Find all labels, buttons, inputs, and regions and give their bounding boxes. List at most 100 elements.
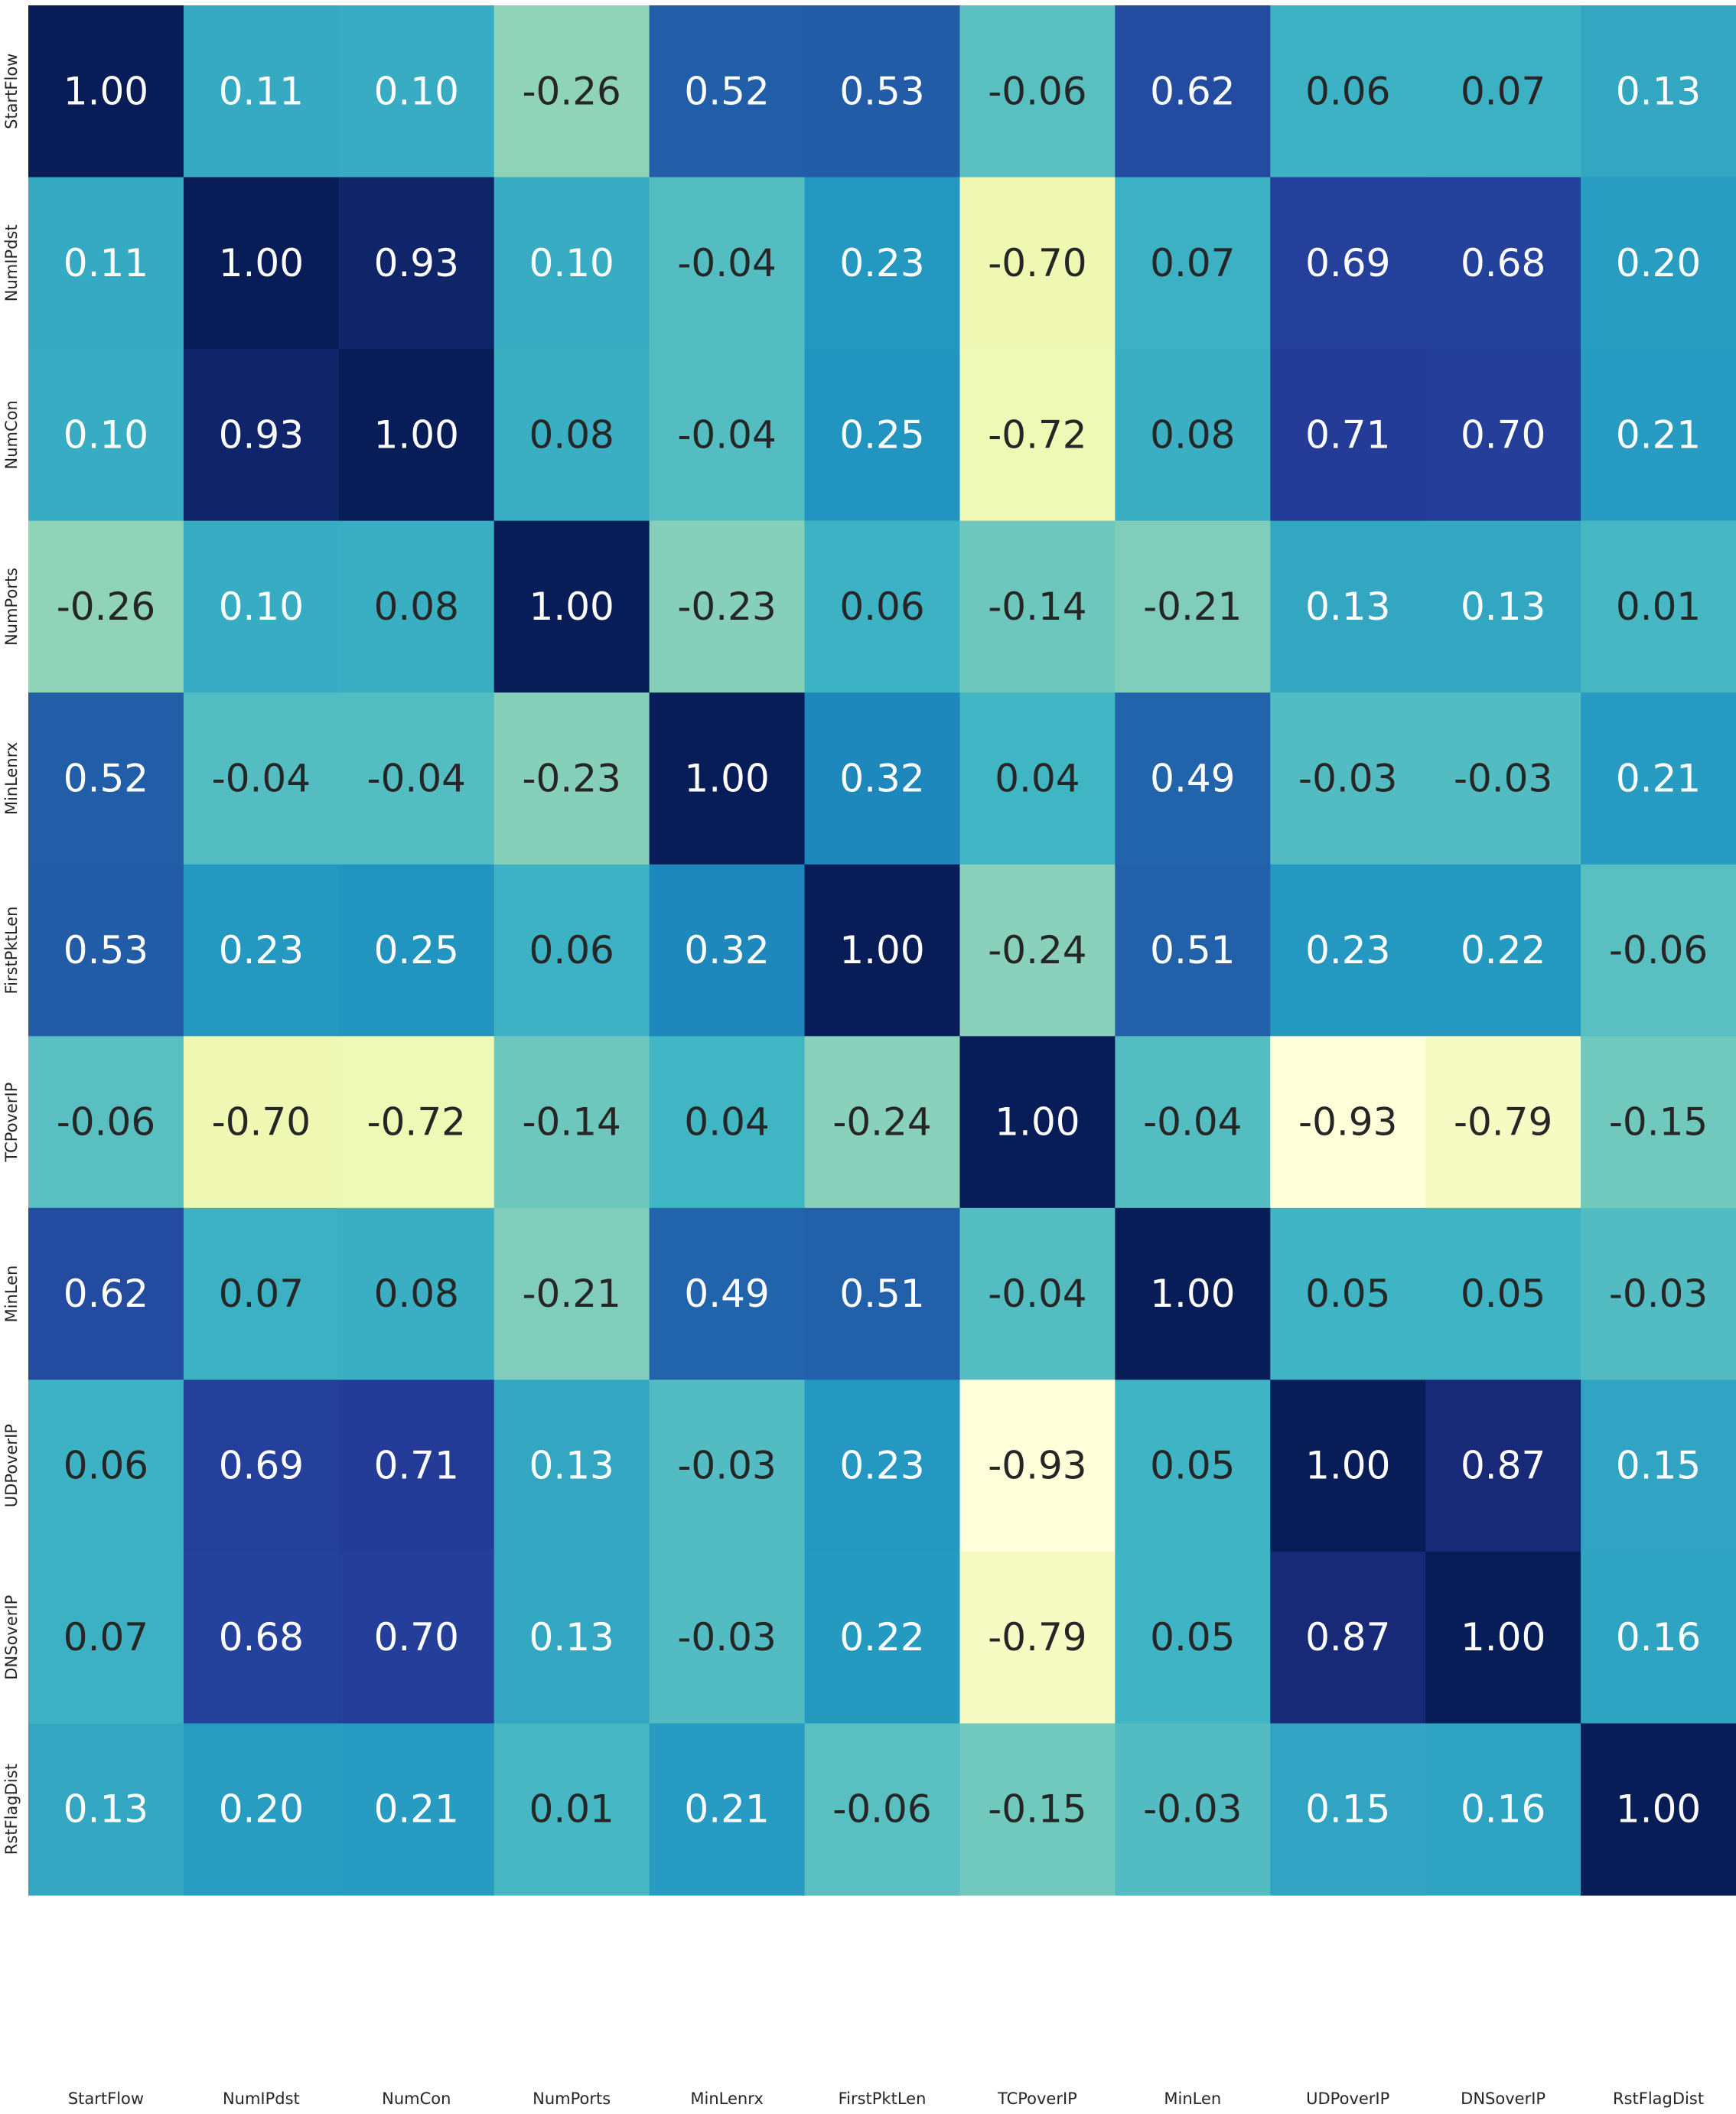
cell-value-label: 0.53 xyxy=(839,69,924,113)
cell-value-label: 0.87 xyxy=(1305,1615,1390,1660)
cell-value-label: -0.14 xyxy=(522,1100,620,1145)
cell-value-label: 0.05 xyxy=(1150,1444,1235,1488)
cell-value-label: 0.13 xyxy=(1616,69,1701,113)
heatmap-cell xyxy=(1425,177,1581,350)
heatmap-cell xyxy=(1581,692,1736,865)
cell-value-label: 0.51 xyxy=(1150,928,1235,972)
heatmap-cell xyxy=(959,1379,1116,1552)
cell-value-label: 0.10 xyxy=(529,241,614,285)
heatmap-cell xyxy=(338,1551,495,1725)
cell-value-label: 0.07 xyxy=(64,1615,148,1660)
cell-value-label: 0.70 xyxy=(374,1615,459,1660)
x-tick-label: DNSoverIP xyxy=(1461,2090,1545,2108)
cell-value-label: 0.04 xyxy=(684,1100,769,1145)
heatmap-cell xyxy=(804,1036,961,1209)
cell-value-label: -0.23 xyxy=(677,585,776,629)
x-tick-label: FirstPktLen xyxy=(839,2090,927,2108)
y-tick-label: UDPoverIP xyxy=(2,1424,21,1507)
heatmap-cell xyxy=(493,1551,650,1725)
cell-value-label: -0.79 xyxy=(1454,1100,1552,1145)
cell-value-label: -0.03 xyxy=(1143,1787,1242,1832)
heatmap-cell xyxy=(804,692,961,865)
cell-value-label: -0.24 xyxy=(832,1100,931,1145)
heatmap-cell xyxy=(1115,864,1271,1037)
cell-value-label: -0.04 xyxy=(677,241,776,285)
cell-value-label: 0.68 xyxy=(1461,241,1545,285)
cell-value-label: 0.20 xyxy=(1616,241,1701,285)
cell-value-label: -0.04 xyxy=(677,412,776,457)
heatmap-cell xyxy=(959,177,1116,350)
heatmap-cell xyxy=(1425,1036,1581,1209)
heatmap-cell xyxy=(1270,1036,1426,1209)
cell-value-label: 0.69 xyxy=(1305,241,1390,285)
y-tick-label: DNSoverIP xyxy=(2,1595,21,1680)
heatmap-cell xyxy=(338,1723,495,1896)
heatmap-cell xyxy=(1115,177,1271,350)
heatmap-cell xyxy=(183,1379,340,1552)
cell-value-label: 0.10 xyxy=(219,585,304,629)
heatmap-cell xyxy=(183,349,340,522)
heatmap-cell xyxy=(1270,177,1426,350)
heatmap-cell xyxy=(959,692,1116,865)
heatmap-cell xyxy=(804,1379,961,1552)
cell-value-label: 0.13 xyxy=(529,1444,614,1488)
cell-value-label: 0.11 xyxy=(64,241,148,285)
heatmap-cell xyxy=(183,5,340,178)
cell-value-label: 0.10 xyxy=(64,412,148,457)
heatmap-cell xyxy=(28,1723,184,1896)
cell-value-label: 1.00 xyxy=(64,69,148,113)
heatmap-cell xyxy=(1581,1036,1736,1209)
heatmap-cell xyxy=(649,1036,806,1209)
heatmap-cell xyxy=(649,520,806,693)
cell-value-label: 0.13 xyxy=(529,1615,614,1660)
heatmap-cell xyxy=(338,177,495,350)
cell-value-label: -0.15 xyxy=(988,1787,1086,1832)
cell-value-label: -0.26 xyxy=(57,585,155,629)
cell-value-label: 0.06 xyxy=(839,585,924,629)
heatmap-cell xyxy=(28,1379,184,1552)
heatmap-cell xyxy=(649,864,806,1037)
cell-value-label: 0.01 xyxy=(1616,585,1701,629)
x-tick-label: UDPoverIP xyxy=(1306,2090,1389,2108)
heatmap-cell xyxy=(183,864,340,1037)
heatmap-cell xyxy=(804,177,961,350)
x-tick-label: MinLen xyxy=(1164,2090,1221,2108)
heatmap-cell xyxy=(1425,520,1581,693)
cell-value-label: 1.00 xyxy=(684,756,769,800)
cell-value-label: 0.51 xyxy=(839,1272,924,1316)
cell-value-label: 1.00 xyxy=(529,585,614,629)
heatmap-cell xyxy=(1270,692,1426,865)
y-tick-label: NumIPdst xyxy=(2,224,21,301)
cell-value-label: 0.11 xyxy=(219,69,304,113)
cell-value-label: 0.49 xyxy=(684,1272,769,1316)
cell-value-label: -0.70 xyxy=(988,241,1086,285)
cell-value-label: -0.72 xyxy=(367,1100,466,1145)
cell-value-label: -0.03 xyxy=(1609,1272,1708,1316)
heatmap-cell xyxy=(1270,520,1426,693)
heatmap-cell xyxy=(959,864,1116,1037)
cell-value-label: 0.49 xyxy=(1150,756,1235,800)
heatmap-cell xyxy=(1270,1723,1426,1896)
heatmap-cell xyxy=(1425,1723,1581,1896)
heatmap-cell xyxy=(1581,1723,1736,1896)
heatmap-cell xyxy=(959,520,1116,693)
heatmap-cell xyxy=(338,349,495,522)
heatmap-cell xyxy=(1581,5,1736,178)
cell-value-label: 0.16 xyxy=(1461,1787,1545,1832)
heatmap-cell xyxy=(1425,349,1581,522)
cell-value-label: -0.72 xyxy=(988,412,1086,457)
y-tick-label: NumPorts xyxy=(2,568,21,646)
heatmap-cell xyxy=(804,349,961,522)
cell-value-label: 0.71 xyxy=(374,1444,459,1488)
heatmap-cell xyxy=(1270,349,1426,522)
cell-value-label: 0.08 xyxy=(529,412,614,457)
cell-value-label: 0.06 xyxy=(1305,69,1390,113)
cell-value-label: 0.23 xyxy=(839,241,924,285)
heatmap-cell xyxy=(493,692,650,865)
heatmap-cell xyxy=(1581,1551,1736,1725)
cell-value-label: 1.00 xyxy=(839,928,924,972)
heatmap-cell xyxy=(1581,349,1736,522)
cell-value-label: 0.07 xyxy=(1461,69,1545,113)
heatmap-cell xyxy=(493,864,650,1037)
cell-value-label: 0.15 xyxy=(1616,1444,1701,1488)
